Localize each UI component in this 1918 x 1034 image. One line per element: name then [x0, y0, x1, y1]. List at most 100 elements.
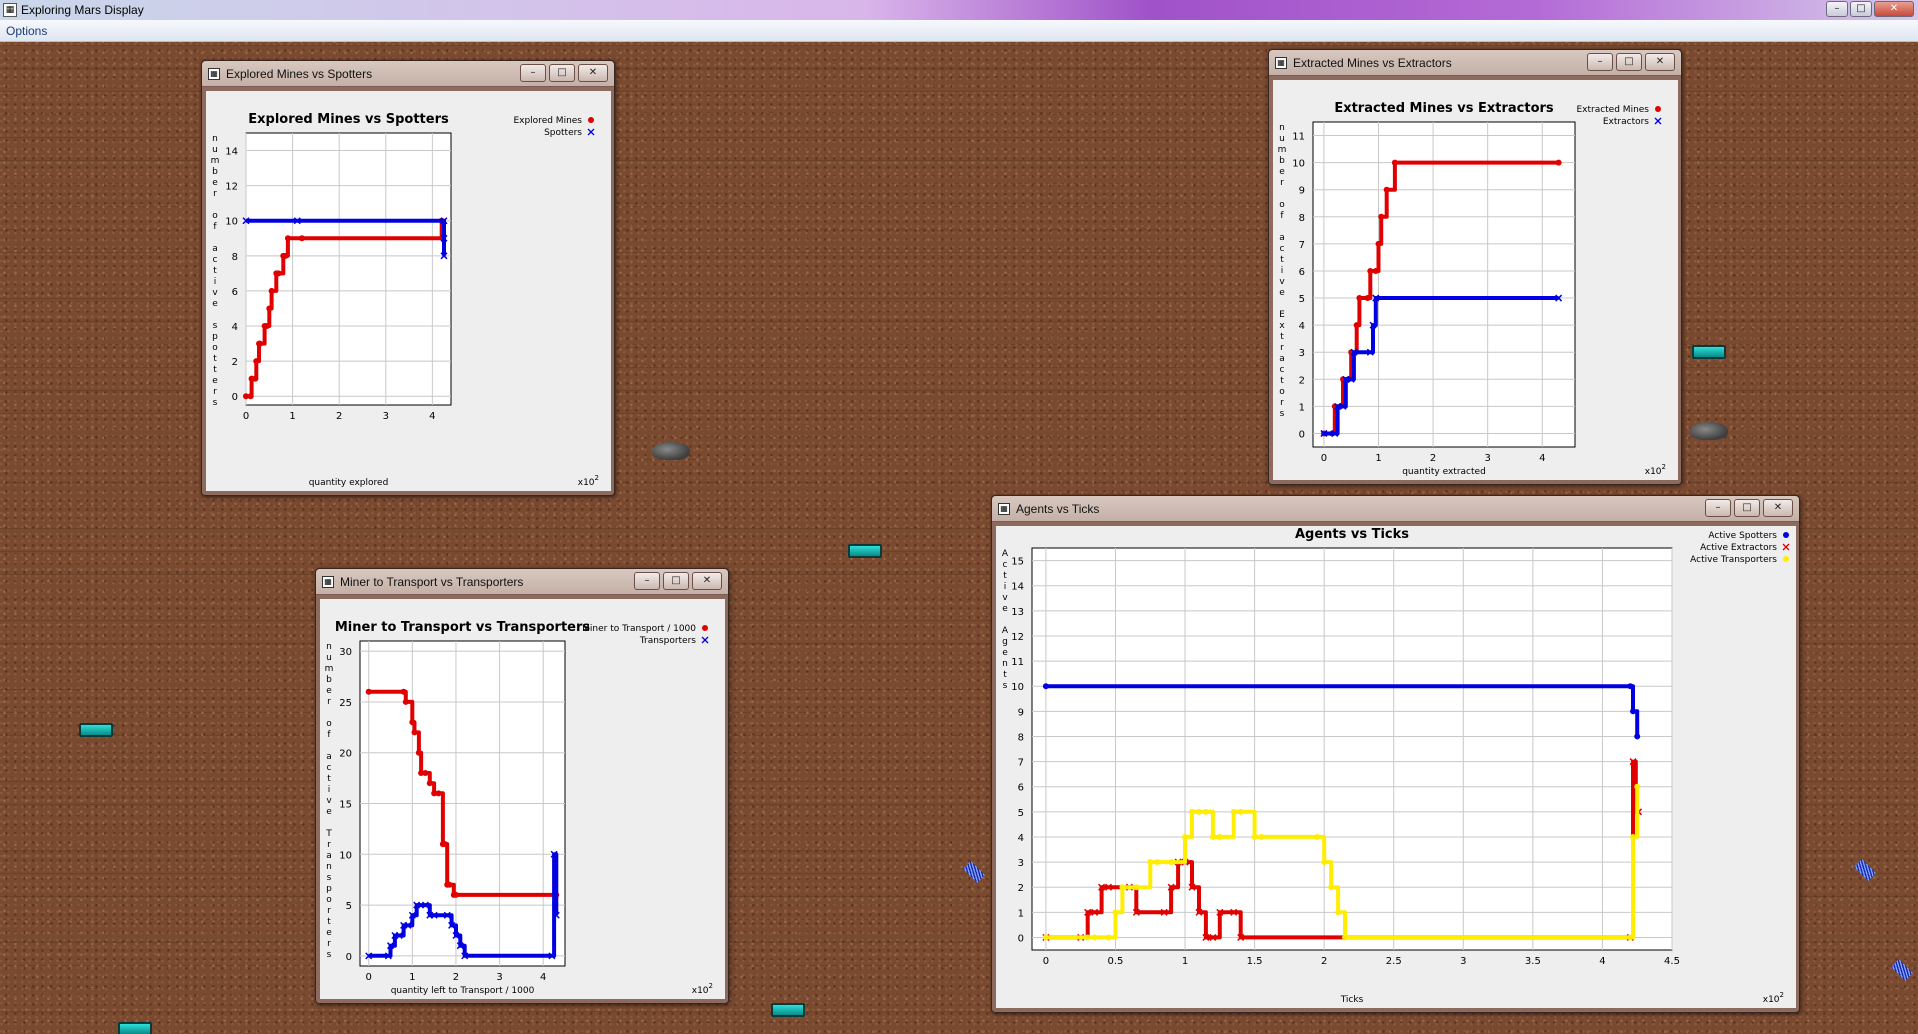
transporter-sprite — [79, 723, 113, 737]
data-point — [1629, 758, 1637, 766]
frame-title-bar[interactable]: ▦ Extracted Mines vs Extractors – □ ✕ — [1269, 50, 1681, 76]
frame-minimize-button[interactable]: – — [634, 572, 660, 590]
y-tick-label: 5 — [346, 901, 352, 912]
data-point-mark — [404, 921, 412, 929]
legend-marker — [587, 128, 595, 136]
frame-title: Agents vs Ticks — [1016, 501, 1100, 516]
frame-explored-mines[interactable]: ▦ Explored Mines vs Spotters – □ ✕ Explo… — [201, 60, 615, 496]
data-point-mark — [1334, 402, 1342, 410]
y-tick-label: 10 — [225, 217, 238, 228]
frame-minimize-button[interactable]: – — [520, 64, 546, 82]
data-point — [242, 217, 250, 225]
window-maximize-button[interactable]: □ — [1850, 1, 1872, 17]
transporter-sprite — [118, 1022, 152, 1034]
data-point-mark — [1347, 375, 1355, 383]
x-tick-label: 4 — [540, 972, 546, 983]
data-point — [1091, 908, 1099, 916]
frame-title-bar[interactable]: ▦ Explored Mines vs Spotters – □ ✕ — [202, 61, 614, 87]
frame-maximize-button[interactable]: □ — [1734, 499, 1760, 517]
frame-minimize-button[interactable]: – — [1587, 53, 1613, 71]
x-axis-label: Ticks — [1340, 995, 1364, 1005]
y-tick-label: 0 — [1018, 933, 1024, 944]
data-point — [440, 217, 448, 225]
data-point-mark — [1209, 933, 1217, 941]
frame-close-button[interactable]: ✕ — [1645, 53, 1675, 71]
frame-close-button[interactable]: ✕ — [578, 64, 608, 82]
frame-close-button[interactable]: ✕ — [692, 572, 722, 590]
menu-bar: Options — [0, 20, 1918, 42]
frame-extracted-mines[interactable]: ▦ Extracted Mines vs Extractors – □ ✕ Ex… — [1268, 49, 1682, 485]
data-point-mark — [293, 217, 301, 225]
x-tick-label: 2 — [453, 972, 459, 983]
legend-label: Extractors — [1603, 117, 1649, 127]
frame-buttons: – □ ✕ — [1705, 499, 1793, 517]
data-point — [1342, 934, 1349, 941]
data-point — [256, 340, 263, 347]
frame-minimize-button[interactable]: – — [1705, 499, 1731, 517]
y-tick-label: 6 — [1299, 267, 1305, 278]
data-point — [1375, 240, 1382, 247]
legend-label: Active Transporters — [1690, 555, 1777, 565]
data-point — [1364, 295, 1371, 302]
transporter-sprite — [848, 544, 882, 558]
window-controls: – □ ✕ — [1826, 1, 1914, 17]
app-icon: ▦ — [3, 3, 17, 17]
transporter-sprite — [1692, 345, 1726, 359]
data-point — [387, 942, 395, 950]
data-point — [1230, 808, 1237, 815]
frame-maximize-button[interactable]: □ — [663, 572, 689, 590]
window-minimize-button[interactable]: – — [1826, 1, 1848, 17]
data-point — [1119, 884, 1126, 891]
exponent-power: 2 — [709, 982, 713, 990]
frame-title-bar[interactable]: ▦ Agents vs Ticks – □ ✕ — [992, 496, 1799, 522]
frame-maximize-button[interactable]: □ — [549, 64, 575, 82]
frame-title-bar[interactable]: ▦ Miner to Transport vs Transporters – □… — [316, 569, 728, 595]
y-tick-label: 8 — [1299, 213, 1305, 224]
data-point — [430, 911, 438, 919]
data-point — [440, 234, 448, 242]
chart-icon: ▦ — [208, 67, 220, 80]
mine-rock — [1690, 422, 1728, 440]
data-point-mark — [1339, 402, 1347, 410]
frame-miner-to-transport[interactable]: ▦ Miner to Transport vs Transporters – □… — [315, 568, 729, 1004]
data-point-mark — [1237, 933, 1245, 941]
data-point — [266, 305, 273, 312]
data-point — [1216, 833, 1223, 840]
frame-maximize-button[interactable]: □ — [1616, 53, 1642, 71]
data-point — [1104, 883, 1113, 891]
data-point-mark — [1132, 908, 1140, 916]
frame-close-button[interactable]: ✕ — [1763, 499, 1793, 517]
data-point — [1314, 833, 1321, 840]
data-point — [1195, 808, 1202, 815]
chart-title: Agents vs Ticks — [1295, 527, 1409, 542]
data-point — [1258, 833, 1265, 840]
frame-buttons: – □ ✕ — [520, 64, 608, 82]
exponent-power: 2 — [595, 474, 599, 482]
data-point — [1372, 294, 1380, 302]
y-tick-label: 0 — [1299, 429, 1305, 440]
frame-agents-vs-ticks[interactable]: ▦ Agents vs Ticks – □ ✕ Agents vs Ticks 0… — [991, 495, 1800, 1013]
data-point — [275, 270, 282, 277]
data-point — [1331, 429, 1339, 437]
data-point-mark — [1091, 908, 1099, 916]
spotter-sprite — [1854, 859, 1876, 881]
x-tick-label: 1.5 — [1247, 956, 1263, 967]
data-point-mark — [1555, 294, 1563, 302]
chart-icon: ▦ — [1275, 56, 1287, 69]
data-point — [1372, 267, 1379, 274]
y-tick-label: 3 — [1299, 348, 1305, 359]
data-point — [1391, 159, 1398, 166]
menu-options[interactable]: Options — [6, 24, 48, 38]
spotter-sprite — [1891, 959, 1913, 981]
y-tick-label: 6 — [232, 287, 238, 298]
y-tick-label: 20 — [339, 749, 352, 760]
y-tick-label: 10 — [339, 850, 352, 861]
x-tick-label: 2 — [336, 411, 342, 422]
x-tick-label: 3 — [383, 411, 389, 422]
data-point — [1353, 322, 1360, 329]
data-point — [1328, 884, 1335, 891]
window-close-button[interactable]: ✕ — [1874, 1, 1914, 17]
data-point-mark — [440, 217, 448, 225]
data-point — [1209, 833, 1216, 840]
app-title-bar: ▦ Exploring Mars Display – □ ✕ — [0, 0, 1918, 20]
